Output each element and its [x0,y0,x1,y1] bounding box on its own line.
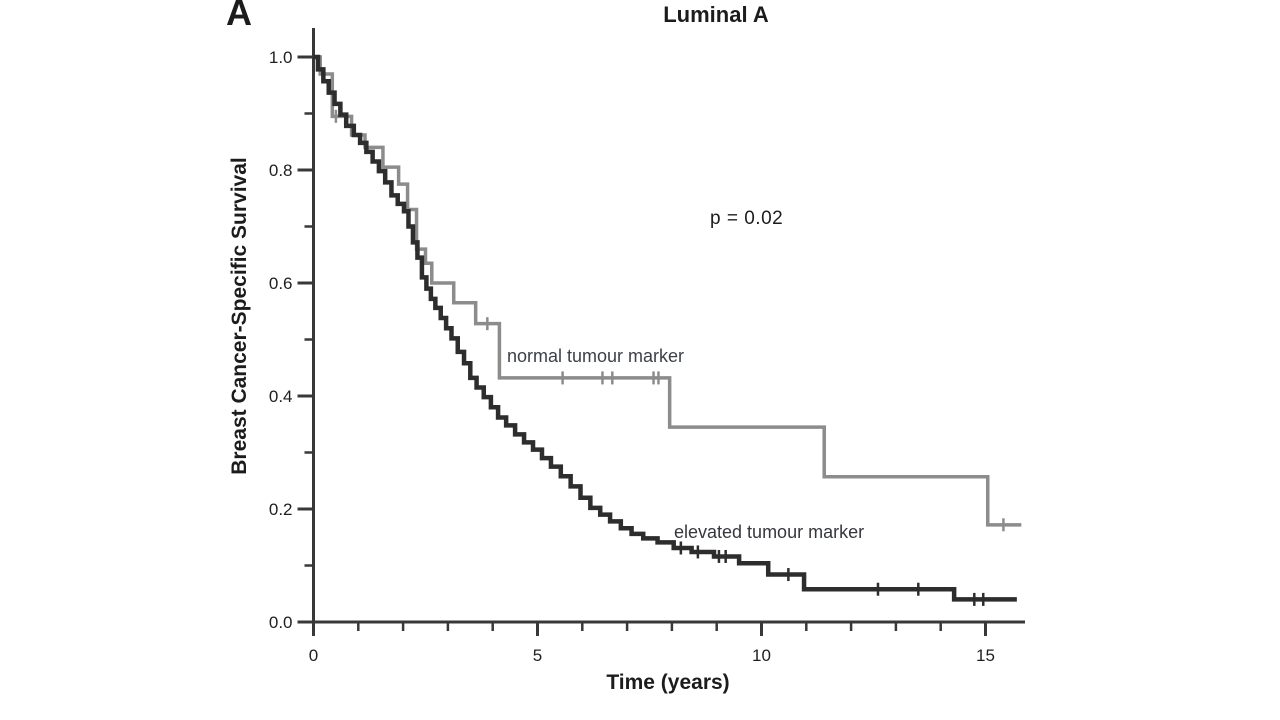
y-tick-label: 0.6 [269,274,293,293]
y-axis-title: Breast Cancer-Specific Survival [228,157,251,475]
y-tick-label: 0.2 [269,500,293,519]
y-tick-label: 0.0 [269,613,293,632]
p-value-annotation: p = 0.02 [710,208,784,229]
x-tick-label: 15 [976,646,995,665]
normal-tumour-marker-curve [313,55,1022,527]
y-tick-label: 0.4 [269,387,293,406]
x-axis-title: Time (years) [606,671,730,694]
y-tick-label: 0.8 [269,161,293,180]
chart-title: Luminal A [663,2,769,27]
x-tick-label: 5 [533,646,542,665]
series-label-elevated-tumour-marker: elevated tumour marker [674,522,865,542]
x-tick-label: 10 [752,646,771,665]
panel-letter: A [226,0,253,33]
elevated-tumour-marker-curve [313,54,1017,602]
series-label-normal-tumour-marker: normal tumour marker [507,346,685,366]
x-tick-label: 0 [309,646,318,665]
y-tick-label: 1.0 [269,48,293,67]
